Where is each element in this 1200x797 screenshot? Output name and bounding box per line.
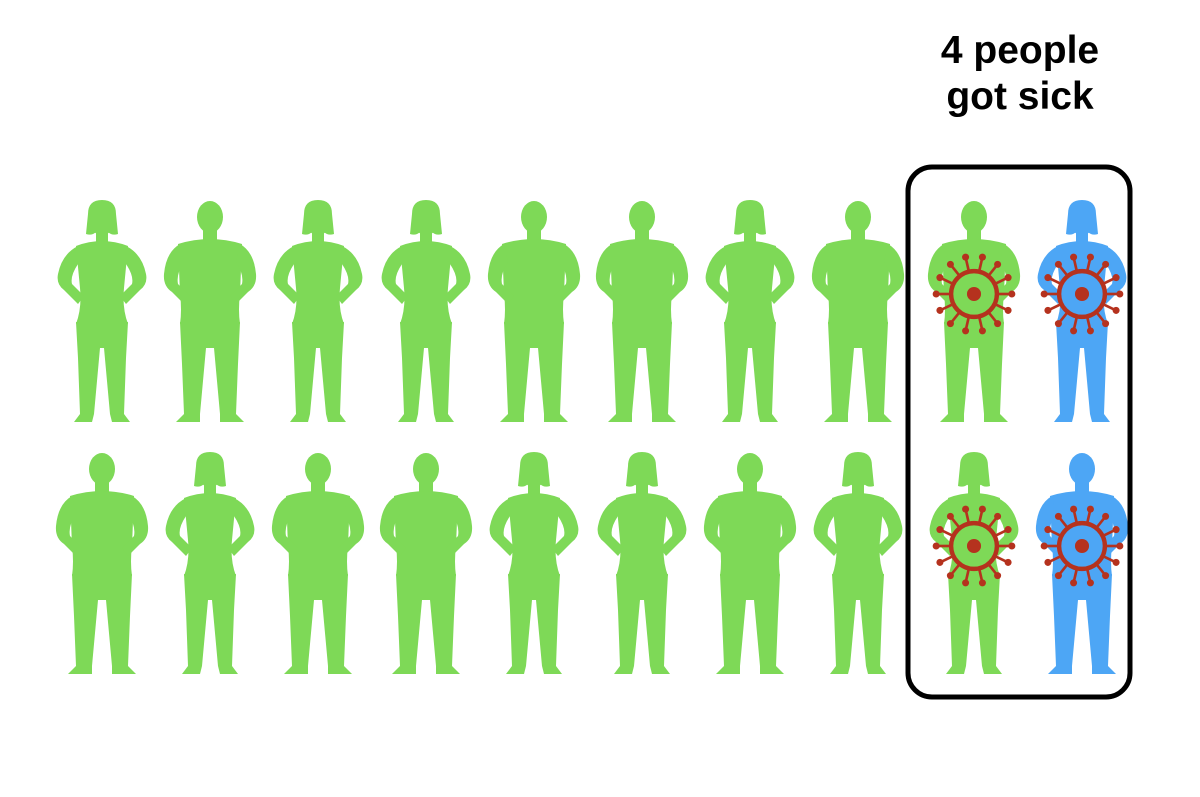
person-male-icon xyxy=(487,201,581,422)
person-male-icon xyxy=(271,453,365,674)
person-1-5 xyxy=(487,201,581,422)
person-female-icon xyxy=(597,452,687,674)
person-2-4 xyxy=(379,453,473,674)
person-female-icon xyxy=(489,452,579,674)
person-female-icon xyxy=(705,200,795,422)
sick-people-box xyxy=(905,164,1133,700)
person-2-3 xyxy=(271,453,365,674)
person-1-2 xyxy=(163,201,257,422)
person-female-icon xyxy=(813,452,903,674)
person-1-3 xyxy=(273,200,363,422)
person-male-icon xyxy=(811,201,905,422)
person-male-icon xyxy=(595,201,689,422)
sick-count-line-1: 4 people xyxy=(940,29,1100,72)
person-2-2 xyxy=(165,452,255,674)
sick-count-line-2: got sick xyxy=(946,75,1094,118)
person-2-6 xyxy=(597,452,687,674)
person-male-icon xyxy=(163,201,257,422)
person-female-icon xyxy=(57,200,147,422)
person-female-icon xyxy=(381,200,471,422)
person-male-icon xyxy=(379,453,473,674)
person-male-icon xyxy=(55,453,149,674)
person-2-1 xyxy=(55,453,149,674)
person-female-icon xyxy=(165,452,255,674)
person-1-4 xyxy=(381,200,471,422)
person-2-10 xyxy=(1035,453,1129,674)
person-female-icon xyxy=(273,200,363,422)
person-male-icon xyxy=(703,453,797,674)
person-2-9 xyxy=(929,452,1019,674)
person-2-8 xyxy=(813,452,903,674)
person-2-5 xyxy=(489,452,579,674)
person-1-1 xyxy=(57,200,147,422)
person-1-6 xyxy=(595,201,689,422)
person-2-7 xyxy=(703,453,797,674)
person-1-9 xyxy=(927,201,1021,422)
sick-count-label: 4 people got sick xyxy=(900,28,1140,120)
person-1-7 xyxy=(705,200,795,422)
person-1-10 xyxy=(1037,200,1127,422)
person-1-8 xyxy=(811,201,905,422)
